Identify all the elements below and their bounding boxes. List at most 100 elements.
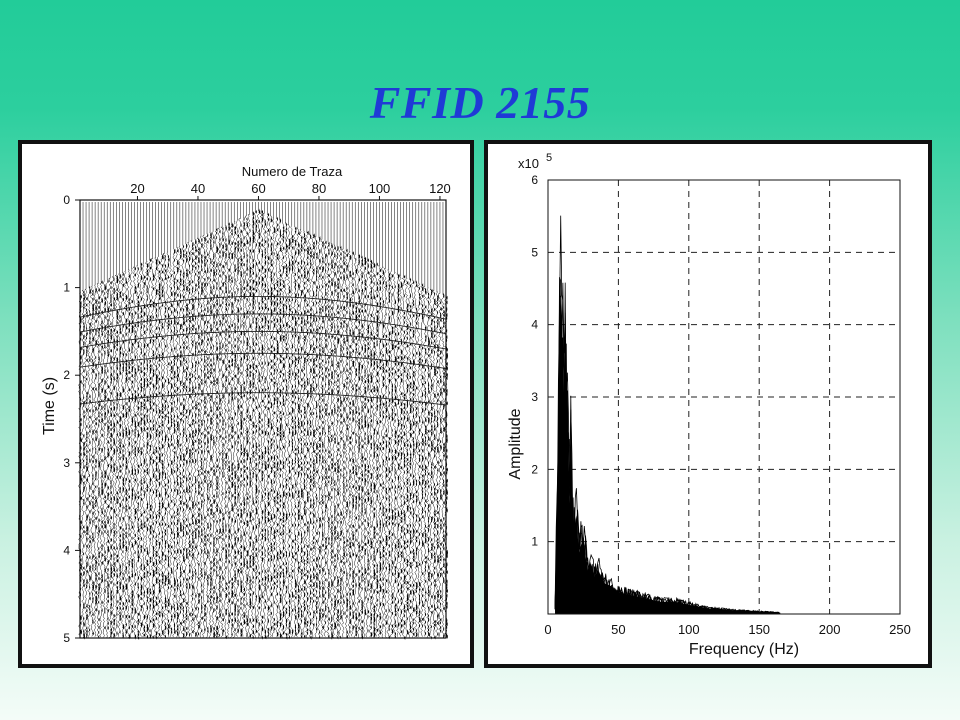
x-tick-label: 100 [678, 622, 700, 637]
trace-wiggle [156, 255, 161, 638]
trace-fill [261, 209, 264, 640]
trace-wiggle [295, 228, 300, 638]
trace-fill [421, 283, 424, 628]
trace-fill [86, 296, 88, 639]
trace-fill [303, 232, 306, 639]
trace-fill [334, 246, 336, 631]
trace-fill [433, 291, 436, 640]
trace-fill [122, 272, 125, 639]
trace-fill [373, 262, 376, 639]
trace-fill [131, 299, 134, 634]
trace-wiggle [150, 258, 155, 638]
x-tick-labels: 20 40 60 80 100 120 [130, 181, 451, 200]
x-tick-label: 40 [191, 181, 205, 196]
x-axis-label: Frequency (Hz) [689, 641, 799, 658]
trace-fill [294, 226, 297, 636]
spectrum-line [554, 282, 780, 614]
trace-fill [216, 227, 218, 639]
trace-fill [361, 255, 364, 640]
trace-fill [231, 222, 233, 637]
trace-fill [285, 222, 288, 640]
trace-wiggle [283, 222, 288, 638]
trace-fill [119, 273, 122, 634]
trace-fill [382, 269, 385, 628]
x-tick-label: 50 [611, 622, 625, 637]
trace-wiggle [241, 217, 246, 637]
trace-fill [273, 226, 276, 631]
trace-fill [188, 251, 191, 637]
reflection-event [79, 392, 447, 406]
trace-fill [104, 283, 106, 630]
x-tick-label: 60 [251, 181, 265, 196]
trace-fill [164, 254, 167, 639]
trace-wiggle [123, 271, 128, 638]
trace-fill [158, 260, 161, 637]
trace-fill [95, 287, 97, 612]
reflection-event [79, 330, 447, 350]
trace-wiggle [410, 280, 415, 638]
trace-wiggle [174, 247, 179, 638]
y-tick-label: 1 [63, 281, 70, 295]
trace-wiggle [126, 269, 131, 638]
spectrum-line [554, 215, 780, 614]
trace-fill [146, 262, 149, 639]
trace-fill [240, 223, 243, 638]
trace-wiggle [187, 242, 192, 637]
y-tick-label: 3 [63, 456, 70, 470]
trace-fill [352, 251, 354, 631]
trace-wiggle [422, 286, 427, 637]
trace-wiggle [438, 293, 443, 638]
trace-wiggle [262, 213, 267, 638]
trace-fill [137, 266, 140, 640]
y-tick-label: 2 [531, 462, 538, 476]
trace-wiggle [268, 215, 273, 638]
trace-wiggle [214, 229, 219, 637]
trace-fill [92, 289, 94, 636]
trace-wiggle [389, 271, 394, 638]
trace-fill [325, 240, 327, 625]
trace-fill [83, 290, 85, 640]
trace-fill [179, 247, 182, 626]
trace-fill [349, 254, 352, 634]
page-title: FFID 2155 [369, 77, 591, 128]
x-tick-labels: 0 50 100 150 200 250 [544, 622, 910, 637]
trace-fill [116, 275, 119, 636]
y-tick-label: 2 [63, 368, 70, 382]
trace-fill [424, 287, 427, 636]
trace-wiggle [362, 258, 367, 638]
y-tick-label: 3 [531, 390, 538, 404]
trace-wiggle [205, 233, 210, 638]
trace-fill [222, 226, 224, 636]
trace-fill [427, 292, 430, 637]
trace-fill [430, 288, 433, 640]
trace-fill [207, 233, 209, 634]
trace-wiggle [141, 262, 146, 637]
seismic-gather-chart: Numero de Traza 20 40 60 80 100 120 0 1 2 3 4 5 Ti… [41, 164, 451, 645]
x-tick-label: 150 [748, 622, 770, 637]
trace-fill [337, 246, 339, 640]
trace-fill [176, 248, 179, 637]
trace-wiggle [274, 218, 279, 637]
x-tick-label: 100 [369, 181, 391, 196]
trace-wiggle [195, 237, 201, 638]
plot-frame [79, 199, 447, 639]
trace-wiggle [199, 236, 204, 638]
trace-fill [246, 217, 249, 638]
trace-fill [436, 294, 439, 637]
trace-wiggle [120, 272, 125, 637]
trace-fill [182, 244, 185, 639]
trace-fill [415, 280, 418, 638]
trace-fill [321, 240, 324, 630]
trace-fill [312, 233, 315, 627]
y-tick-label: 4 [531, 318, 538, 332]
spectrum-fill [555, 282, 781, 614]
spectrum-area [555, 282, 781, 614]
trace-fill [264, 219, 267, 640]
trace-fill [403, 274, 406, 640]
trace-fill [409, 277, 412, 634]
trace-wiggle [356, 255, 361, 638]
trace-wiggle [135, 265, 140, 639]
seismic-traces [78, 202, 449, 640]
grid-lines [548, 180, 900, 614]
